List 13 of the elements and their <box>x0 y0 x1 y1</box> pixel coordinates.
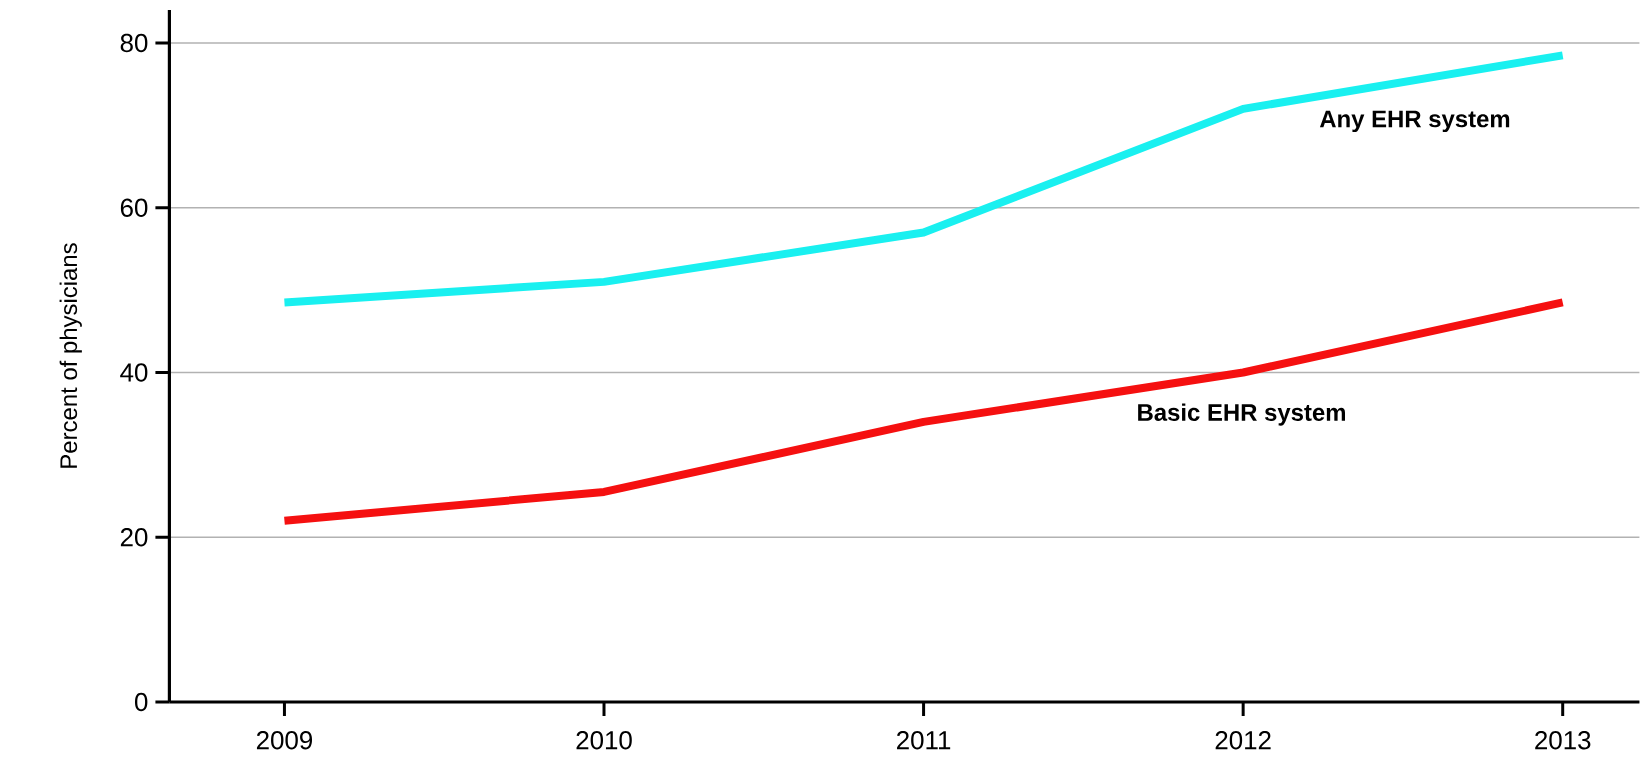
y-tick-label: 40 <box>120 363 148 382</box>
series-label: Basic EHR system <box>1138 403 1346 426</box>
series-label: Any EHR system <box>1319 110 1510 133</box>
y-tick-label: 60 <box>120 198 148 217</box>
y-axis-title: Percent of physicians <box>59 243 82 468</box>
x-tick-label: 2011 <box>897 731 951 750</box>
y-tick-label: 0 <box>134 692 148 712</box>
x-tick-label: 2010 <box>576 731 632 750</box>
y-tick-label: 80 <box>120 33 148 53</box>
x-tick-label: 2009 <box>256 731 313 750</box>
x-tick-label: 2013 <box>1535 731 1591 750</box>
x-tick-label: 2012 <box>1215 731 1271 750</box>
y-tick-label: 20 <box>120 528 148 547</box>
